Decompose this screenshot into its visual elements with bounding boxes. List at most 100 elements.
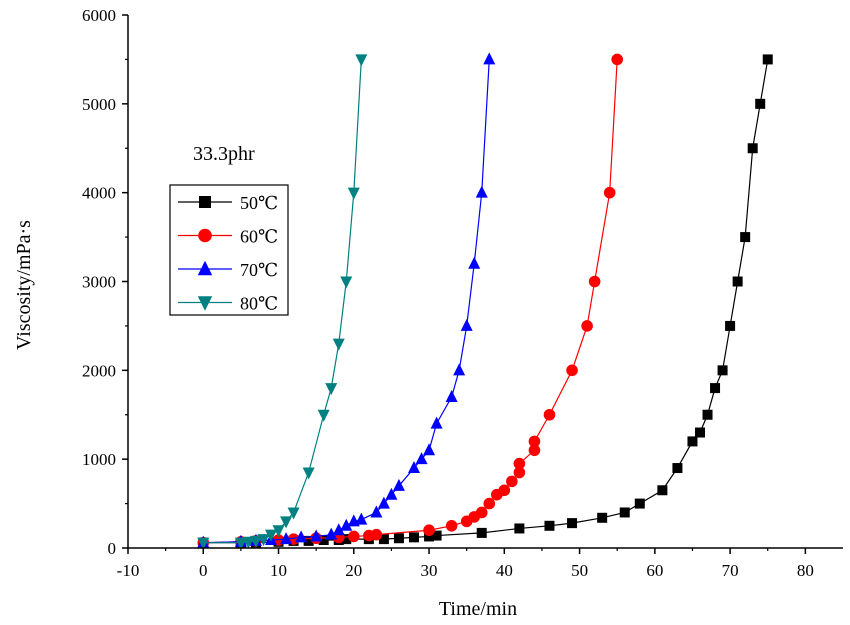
data-point: [378, 534, 389, 545]
data-point: [385, 487, 398, 500]
data-point: [483, 52, 496, 65]
data-point: [453, 363, 466, 376]
data-point: [597, 512, 608, 523]
data-point: [302, 467, 315, 480]
x-tick-label: 0: [199, 561, 208, 580]
data-point: [280, 532, 293, 545]
legend-marker: [197, 260, 213, 276]
y-tick-label: 0: [108, 539, 117, 558]
data-point: [483, 497, 496, 510]
x-tick-label: -10: [117, 561, 140, 580]
data-point: [755, 98, 766, 109]
data-point: [687, 436, 698, 447]
data-point: [332, 338, 345, 351]
data-point: [475, 185, 488, 198]
data-point: [415, 452, 428, 465]
data-point: [762, 54, 773, 65]
data-point: [423, 443, 436, 456]
series-layer: [197, 52, 773, 550]
data-point: [581, 320, 593, 332]
legend-label: 60℃: [240, 227, 278, 247]
data-point: [257, 534, 270, 547]
data-point: [747, 143, 758, 154]
data-point: [340, 518, 353, 531]
data-point: [332, 523, 345, 536]
data-point: [445, 519, 458, 532]
data-point: [567, 518, 578, 529]
data-point: [317, 409, 330, 422]
data-point: [249, 535, 262, 548]
data-point: [710, 383, 721, 394]
annotation-label: 33.3phr: [193, 143, 255, 165]
data-point: [303, 535, 314, 546]
x-tick-label: 70: [722, 561, 739, 580]
data-point: [318, 535, 329, 546]
data-point: [423, 524, 435, 537]
data-point: [544, 520, 555, 531]
data-point: [543, 408, 556, 421]
data-point: [476, 527, 487, 538]
data-point: [355, 512, 368, 525]
data-point: [566, 364, 578, 377]
data-point: [234, 537, 247, 550]
data-point: [393, 533, 404, 544]
data-point: [392, 478, 405, 491]
data-point: [347, 187, 360, 200]
x-tick-label: 50: [571, 561, 588, 580]
y-tick-label: 1000: [82, 450, 116, 469]
x-tick-label: 10: [270, 561, 287, 580]
data-point: [408, 461, 420, 474]
data-point: [325, 527, 338, 540]
y-tick-label: 2000: [82, 361, 116, 380]
data-point: [265, 529, 277, 542]
data-point: [370, 505, 383, 518]
data-point: [431, 530, 442, 541]
data-point: [475, 506, 488, 519]
y-tick-label: 4000: [82, 184, 116, 203]
data-point: [725, 320, 736, 331]
axes-layer: -10 0 10 20 30 40 50 60 70 8001000200030004000500…: [82, 6, 843, 580]
data-point: [424, 531, 435, 542]
y-tick-label: 5000: [82, 95, 116, 114]
data-point: [242, 536, 255, 549]
data-point: [197, 537, 210, 550]
data-point: [528, 444, 541, 457]
data-point: [341, 534, 352, 545]
x-tick-label: 80: [797, 561, 814, 580]
data-point: [498, 484, 511, 497]
data-point: [611, 53, 624, 66]
data-point: [528, 435, 541, 448]
data-point: [506, 475, 518, 488]
data-point: [468, 256, 481, 269]
data-point: [514, 523, 525, 534]
series-triangle-down: [197, 54, 368, 550]
y-axis-title: Viscosity/mPa·s: [13, 220, 35, 350]
x-tick-label: 60: [646, 561, 663, 580]
legend-label: 70℃: [240, 260, 278, 280]
data-point: [702, 409, 713, 420]
data-point: [672, 463, 683, 474]
x-axis-title: Time/min: [439, 598, 517, 620]
data-point: [588, 275, 601, 288]
data-point: [340, 276, 353, 289]
data-point: [513, 466, 526, 479]
data-point: [280, 516, 293, 529]
legend-label: 50℃: [240, 193, 278, 213]
data-point: [445, 389, 458, 402]
data-point: [657, 485, 668, 496]
data-point: [732, 276, 743, 287]
data-point: [325, 383, 338, 396]
data-point: [740, 232, 751, 243]
data-point: [377, 496, 390, 509]
data-point: [347, 530, 360, 543]
data-point: [272, 525, 285, 538]
data-point: [603, 186, 616, 199]
x-tick-label: 30: [421, 561, 438, 580]
data-point: [717, 365, 728, 376]
legend-marker: [199, 196, 211, 208]
legend-box: [169, 184, 289, 316]
y-tick-label: 6000: [82, 6, 116, 25]
x-tick-label: 20: [345, 561, 362, 580]
data-point: [513, 457, 526, 470]
